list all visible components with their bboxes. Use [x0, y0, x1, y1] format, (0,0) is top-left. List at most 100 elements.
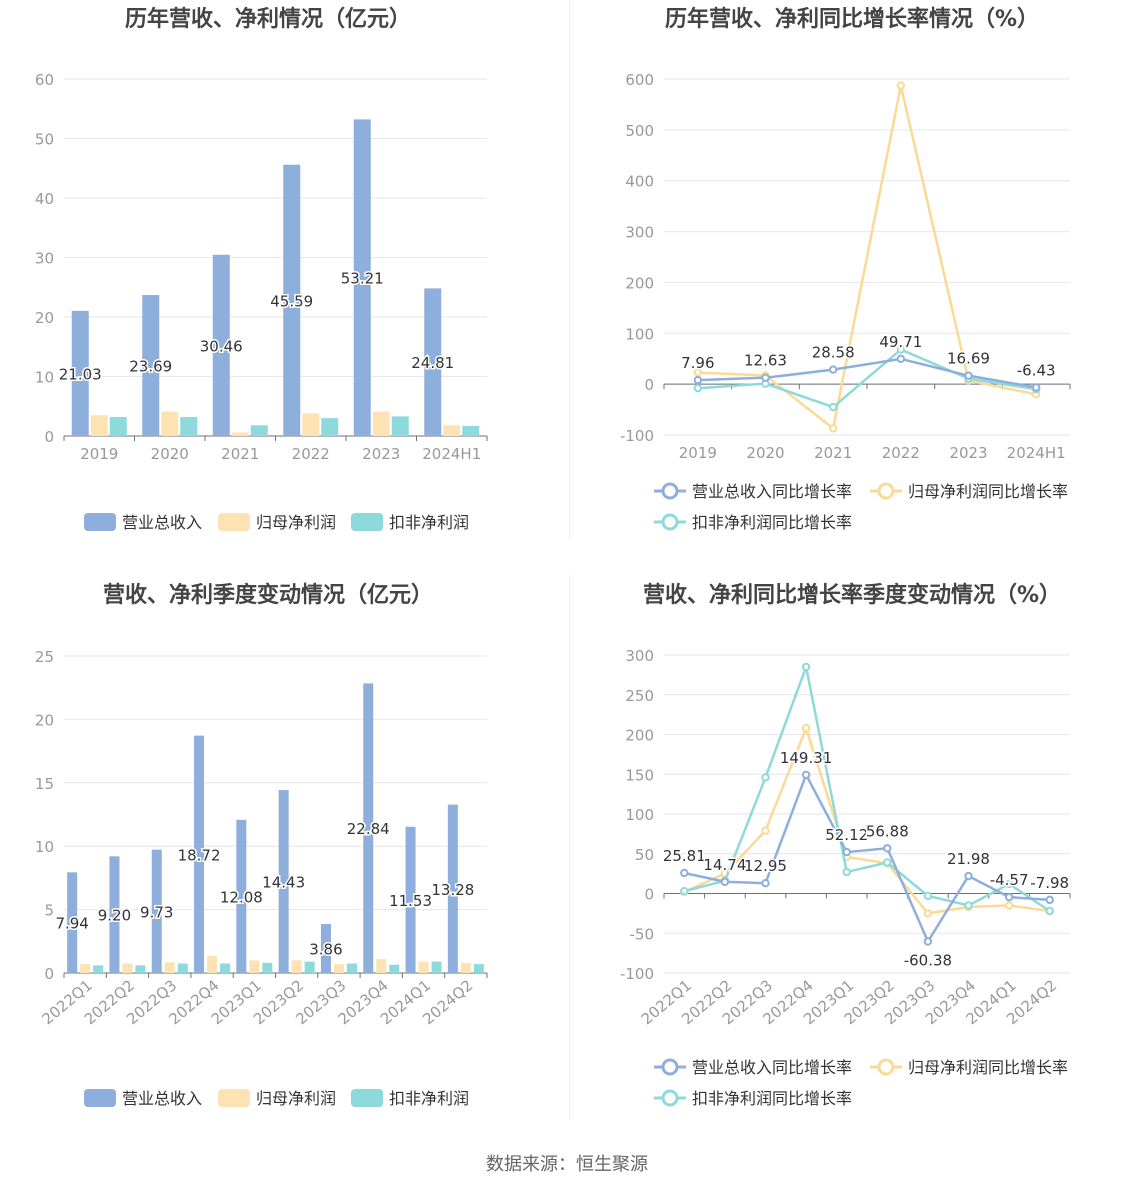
annual-line-legend-marker[interactable] [877, 482, 895, 500]
annual-line-ytick-label: 500 [625, 122, 654, 140]
annual-line-ytick-label: 300 [625, 224, 654, 242]
annual-bar-bar-3 [180, 416, 198, 436]
quarter-bar-data-label: 13.28 [431, 881, 474, 899]
quarter-line-point-1 [720, 877, 730, 886]
quarter-line-point-1 [761, 879, 770, 888]
annual-line-title: 历年营收、净利同比增长率情况（%） [665, 6, 1039, 32]
annual-line-data-label: 28.58 [812, 344, 855, 362]
annual-line-point-1 [761, 373, 770, 382]
quarter-line-legend-label[interactable]: 营业总收入同比增长率 [692, 1058, 852, 1077]
quarter-bar-data-label: 12.08 [220, 888, 263, 906]
annual-bar-ytick-label: 20 [35, 309, 54, 327]
quarter-line-legend-marker[interactable] [877, 1058, 895, 1076]
annual-line-ytick-label: 0 [644, 376, 654, 394]
annual-line-data-label: 7.96 [681, 354, 714, 372]
quarter-line-legend-marker[interactable] [661, 1089, 679, 1107]
quarter-bar-bar-2 [122, 963, 133, 973]
quarter-line-data-label: -4.57 [990, 871, 1029, 889]
quarter-bar-bar-2 [207, 955, 218, 973]
annual-line-legend-marker[interactable] [661, 513, 679, 531]
quarter-bar-ytick-label: 15 [35, 775, 54, 793]
annual-bar-bar-2 [231, 432, 249, 436]
quarter-bar-legend-swatch[interactable] [351, 1089, 383, 1107]
annual-line-chart: 历年营收、净利同比增长率情况（%） -100 0 100 200 300 400 500 600… [620, 6, 1071, 532]
quarter-line-point-2 [801, 723, 811, 733]
annual-line-xtick-label: 2021 [814, 444, 852, 462]
annual-bar-xtick-label: 2021 [221, 445, 259, 463]
annual-bar-data-label: 23.69 [129, 358, 172, 376]
quarter-bar-bar-2 [376, 959, 387, 973]
divider-bottom [569, 575, 570, 1120]
annual-bar-bar-3 [109, 416, 127, 436]
annual-line-point-1 [896, 354, 906, 364]
quarter-line-title: 营收、净利同比增长率季度变动情况（%） [643, 582, 1061, 608]
annual-line-line-3 [697, 348, 1037, 409]
annual-bar-xtick-label: 2019 [80, 445, 118, 463]
annual-bar-xtick-label: 2024H1 [422, 445, 481, 463]
annual-line-xtick-label: 2022 [882, 444, 920, 462]
annual-bar-legend-label[interactable]: 营业总收入 [122, 513, 202, 532]
annual-line-legend-label[interactable]: 扣非净利润同比增长率 [692, 513, 852, 532]
quarter-line-point-3 [680, 886, 689, 896]
annual-bar-ytick-label: 30 [35, 250, 54, 268]
quarter-bar-bar-2 [80, 964, 91, 973]
annual-bar-bar-1 [353, 119, 371, 436]
quarter-bar-legend-swatch[interactable] [218, 1089, 250, 1107]
annual-bar-bar-2 [161, 411, 179, 436]
annual-line-ytick-label: 200 [625, 274, 654, 292]
quarter-line-legend-label[interactable]: 归母净利润同比增长率 [908, 1058, 1068, 1077]
annual-bar-legend-swatch[interactable] [218, 513, 250, 531]
quarter-bar-bar-2 [164, 962, 175, 973]
quarter-bar-legend-label[interactable]: 归母净利润 [256, 1089, 336, 1108]
annual-bar-bar-3 [321, 418, 339, 436]
quarter-bar-bar-3 [135, 965, 146, 973]
quarter-bar-legend-swatch[interactable] [84, 1089, 116, 1107]
quarter-bar-bar-3 [304, 961, 315, 973]
annual-bar-xtick-label: 2023 [362, 445, 400, 463]
annual-bar-legend-swatch[interactable] [84, 513, 116, 531]
quarter-line-point-1 [680, 868, 689, 878]
annual-line-ytick-label: -100 [620, 427, 654, 445]
quarter-line-ytick-label: 200 [625, 727, 654, 745]
annual-line-legend-marker[interactable] [661, 482, 679, 500]
quarter-bar-legend-label[interactable]: 扣非净利润 [389, 1089, 469, 1108]
annual-bar-legend-label[interactable]: 归母净利润 [256, 513, 336, 532]
annual-bar-legend-swatch[interactable] [351, 513, 383, 531]
quarter-bar-data-label: 9.73 [140, 903, 173, 921]
quarter-bar-legend[interactable]: 营业总收入 归母净利润 扣非净利润 [84, 1089, 469, 1108]
quarter-bar-bar-2 [333, 964, 344, 973]
quarter-bar-bar-2 [460, 962, 471, 973]
quarter-line-legend-label[interactable]: 扣非净利润同比增长率 [692, 1089, 852, 1108]
quarter-line-data-label: 52.12 [825, 826, 868, 844]
annual-bar-data-label: 24.81 [411, 354, 454, 372]
quarter-line-point-1 [842, 847, 851, 857]
quarter-line-ytick-label: 150 [625, 766, 654, 784]
quarter-line-ytick-label: 100 [625, 806, 654, 824]
quarter-bar-legend-label[interactable]: 营业总收入 [122, 1089, 202, 1108]
annual-line-data-label: 12.63 [744, 352, 787, 370]
quarter-bar-ytick-label: 5 [44, 902, 54, 920]
annual-bar-ytick-label: 10 [35, 369, 54, 387]
annual-bar-legend-label[interactable]: 扣非净利润 [389, 513, 469, 532]
quarter-line-legend-marker[interactable] [661, 1058, 679, 1076]
annual-line-point-1 [828, 365, 838, 374]
quarter-bar-bar-3 [262, 962, 273, 973]
data-source-footer: 数据来源：恒生聚源 [486, 1154, 648, 1175]
annual-bar-bar-3 [462, 425, 480, 436]
annual-bar-data-label: 53.21 [341, 270, 384, 288]
annual-line-legend-label[interactable]: 归母净利润同比增长率 [908, 482, 1068, 501]
quarter-bar-bar-1 [405, 826, 416, 973]
quarter-bar-bar-3 [346, 963, 357, 973]
annual-bar-bar-1 [71, 310, 89, 436]
annual-bar-legend[interactable]: 营业总收入 归母净利润 扣非净利润 [84, 513, 469, 532]
annual-line-point-2 [896, 81, 906, 90]
annual-bar-ytick-label: 0 [44, 428, 54, 446]
annual-line-data-label: 49.71 [879, 333, 922, 351]
annual-line-point-2 [828, 424, 838, 433]
annual-line-point-1 [1031, 383, 1041, 392]
annual-bar-bar-1 [212, 254, 230, 436]
annual-line-legend-label[interactable]: 营业总收入同比增长率 [692, 482, 852, 501]
quarter-bar-chart: 营收、净利季度变动情况（亿元）05101520252022Q12022Q2202… [35, 582, 488, 1108]
